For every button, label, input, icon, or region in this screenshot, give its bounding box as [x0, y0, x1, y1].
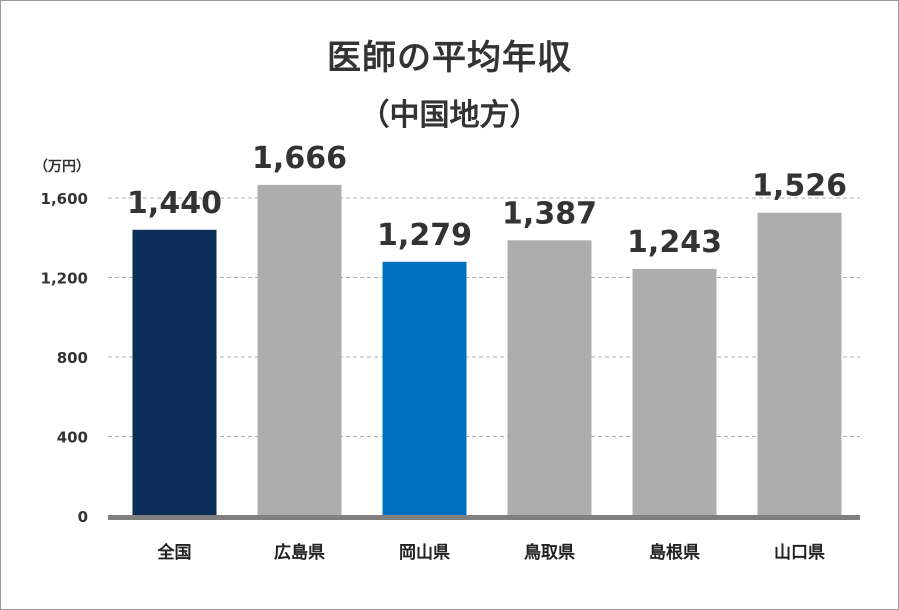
bar-value-label: 1,666 [252, 141, 347, 176]
x-category-label: 鳥取県 [524, 542, 575, 563]
bar-value-label: 1,440 [127, 186, 222, 221]
x-category-label: 全国 [157, 542, 192, 563]
chart-subtitle: （中国地方） [359, 98, 540, 133]
bar-value-label: 1,387 [502, 196, 597, 231]
x-category-label: 広島県 [274, 542, 325, 563]
x-category-label: 島根県 [649, 542, 700, 563]
y-tick-label: 1,600 [41, 190, 88, 208]
x-category-label: 岡山県 [399, 543, 450, 563]
y-tick-label: 800 [57, 349, 88, 367]
bar-value-label: 1,279 [377, 218, 472, 253]
x-category-label: 山口県 [774, 543, 825, 563]
bar [757, 212, 842, 516]
bar-value-label: 1,526 [752, 169, 847, 204]
bar [632, 268, 717, 516]
bar [507, 240, 592, 517]
bar [382, 261, 467, 516]
y-tick-label: 400 [57, 429, 88, 447]
y-axis-unit-label: （万円） [34, 159, 90, 175]
y-tick-label: 0 [78, 508, 88, 526]
y-tick-label: 1,200 [41, 270, 88, 288]
bar-value-label: 1,243 [627, 225, 722, 260]
x-axis-line [108, 515, 860, 520]
bar [132, 229, 217, 517]
bar [257, 184, 342, 516]
chart-title: 医師の平均年収 [327, 38, 572, 78]
